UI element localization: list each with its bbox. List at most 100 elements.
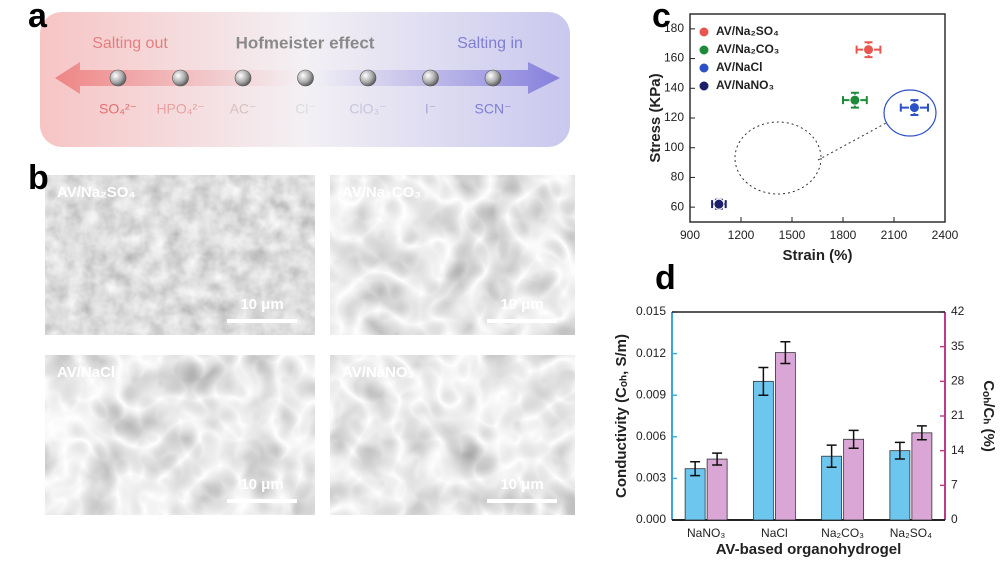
y-tick-label: 0.015: [636, 304, 666, 318]
legend-marker: [698, 80, 710, 92]
point: [713, 198, 725, 210]
y-axis-label: Stress (KPa): [647, 73, 664, 162]
y-tick-label: 60: [671, 199, 685, 213]
x-axis-label: Strain (%): [782, 247, 852, 264]
y2-tick-label: 42: [951, 304, 965, 318]
y2-tick-label: 0: [951, 512, 958, 526]
y-tick-label: 0.009: [636, 387, 666, 401]
ion-sphere: [422, 69, 439, 87]
x-tick-label: 1800: [830, 228, 857, 242]
y2-tick-label: 35: [951, 339, 965, 353]
ion-sphere: [172, 69, 189, 87]
x-tick-label: NaCl: [761, 526, 788, 540]
error-bar: [894, 441, 905, 460]
bar: [889, 450, 911, 521]
y-tick-label: 0.000: [636, 512, 666, 526]
bar: [752, 380, 774, 521]
ion-label: Cl⁻: [295, 101, 316, 117]
legend-label: AV/Na₂CO₃: [716, 42, 779, 56]
ion-label: ClO₃⁻: [349, 101, 386, 117]
highlight-ellipse: [883, 89, 937, 137]
x-tick-label: 2100: [881, 228, 908, 242]
y-tick-label: 160: [664, 51, 684, 65]
error-bar: [712, 452, 723, 466]
y-tick-label: 120: [664, 110, 684, 124]
legend-label: AV/Na₂SO₄: [716, 24, 779, 38]
panel-letter: b: [28, 159, 49, 197]
legend-marker: [698, 62, 710, 74]
panel-letter: d: [655, 259, 676, 297]
scale-label: 10 μm: [500, 296, 543, 313]
bar: [706, 458, 728, 521]
legend-label: AV/NaCl: [716, 60, 762, 74]
x-tick-label: NaNO₃: [687, 526, 725, 540]
zoom-ellipse: [734, 121, 822, 195]
y-tick-label: 100: [664, 140, 684, 154]
sem-image: [330, 175, 575, 335]
ion-label: I⁻: [425, 101, 436, 117]
y2-tick-label: 7: [951, 478, 958, 492]
panel-c: 60 80 100 120 140 160 180 900 1200 1500 1800 2100 24…: [647, 13, 959, 264]
x-tick-label: 1200: [728, 228, 755, 242]
ion-sphere: [297, 69, 314, 87]
x-axis-label: AV-based organohydrogel: [716, 541, 902, 558]
panel-b: AV/Na₂SO₄ 10 μm AV/Na₂CO₃ 10 μm AV/NaCl 10 μm…: [45, 175, 575, 515]
sem-label: AV/NaNO₃: [342, 364, 415, 381]
ion-label: SO₄²⁻: [99, 101, 137, 117]
ion-label: HPO₄²⁻: [156, 101, 204, 117]
x-tick-label: Na₂SO₄: [890, 526, 932, 540]
sem-image: [330, 355, 575, 515]
y-tick-label: 0.006: [636, 429, 666, 443]
error-bar: [690, 461, 701, 477]
error-bar: [848, 429, 859, 449]
y2-tick-label: 14: [951, 443, 965, 457]
sem-label: AV/NaCl: [57, 364, 115, 381]
bar: [911, 432, 933, 521]
ion-sphere: [109, 69, 127, 87]
bar: [684, 468, 706, 521]
y-tick-label: 0.003: [636, 471, 666, 485]
sem-image: [45, 355, 315, 515]
hofmeister-title: Hofmeister effect: [236, 33, 375, 52]
zoom-connector: [817, 121, 889, 161]
legend-marker: [698, 26, 710, 38]
x-tick-label: 1500: [779, 228, 806, 242]
point: [863, 44, 874, 56]
y2-axis-label: Cₒₕ/Cₕ (%): [980, 380, 997, 452]
y-tick-label: 140: [664, 80, 684, 94]
panel-a: Salting out Hofmeister effect Salting in SO…: [40, 12, 570, 147]
scale-label: 10 μm: [500, 476, 543, 493]
x-tick-label: 2400: [932, 228, 959, 242]
legend-label: AV/NaNO₃: [716, 78, 774, 92]
point: [849, 94, 861, 106]
error-bar: [826, 444, 837, 469]
y-tick-label: 180: [664, 21, 684, 35]
x-tick-label: Na₂CO₃: [821, 526, 864, 540]
ion-sphere: [359, 69, 377, 87]
x-tick-label: 900: [680, 228, 700, 242]
error-bar: [780, 340, 791, 365]
ion-sphere: [234, 69, 252, 87]
scale-label: 10 μm: [240, 476, 283, 493]
error-bar: [916, 425, 927, 441]
panel-d: 0.000 0.003 0.006 0.009 0.012 0.015 0 7 14 21 28 35…: [613, 304, 997, 558]
y-tick-label: 0.012: [636, 346, 666, 360]
ion-label: SCN⁻: [475, 101, 512, 117]
salting-out: Salting out: [92, 35, 168, 52]
ion-label: AC⁻: [230, 101, 257, 117]
y2-tick-label: 28: [951, 374, 965, 388]
y-axis-label: Conductivity (Cₒₕ, S/m): [613, 334, 630, 498]
sem-label: AV/Na₂CO₃: [342, 184, 421, 201]
salting-in: Salting in: [457, 35, 523, 52]
legend-marker: [698, 44, 710, 56]
scale-label: 10 μm: [240, 296, 283, 313]
panel-letter: a: [28, 0, 48, 35]
error-bar: [758, 366, 769, 396]
y2-tick-label: 21: [951, 408, 965, 422]
bar: [774, 352, 796, 521]
sem-image: [45, 175, 315, 335]
point: [908, 102, 920, 114]
sem-label: AV/Na₂SO₄: [57, 184, 136, 201]
bar: [843, 438, 865, 521]
